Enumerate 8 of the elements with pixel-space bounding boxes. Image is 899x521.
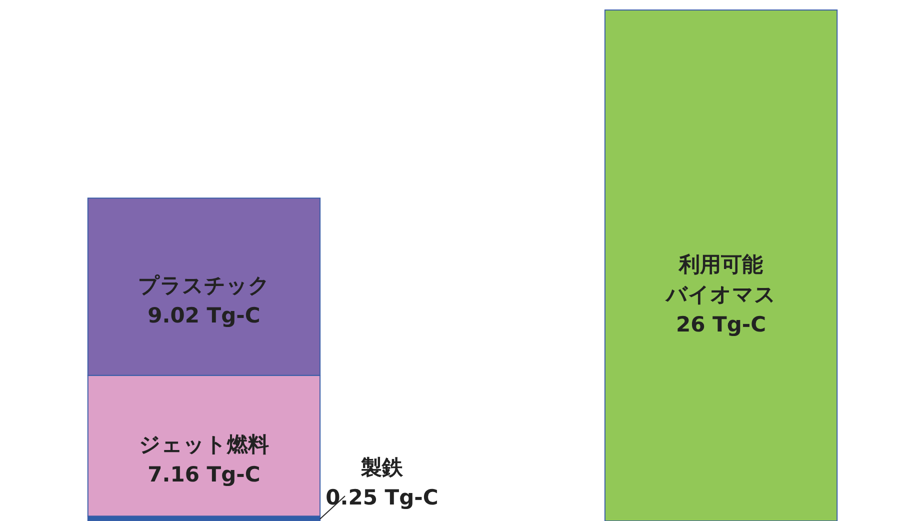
series-label: 利用可能バイオマス xyxy=(665,252,776,306)
series-label: プラスチック xyxy=(138,274,270,298)
text: 製鉄 xyxy=(360,456,404,480)
data-label: 0.25 Tg-C xyxy=(326,486,438,510)
series-label: ジェット燃料 xyxy=(138,432,269,457)
data-label: 9.02 Tg-C xyxy=(148,304,260,328)
data-label: 7.16 Tg-C xyxy=(148,462,260,487)
data-label: 26 Tg-C xyxy=(676,312,766,336)
